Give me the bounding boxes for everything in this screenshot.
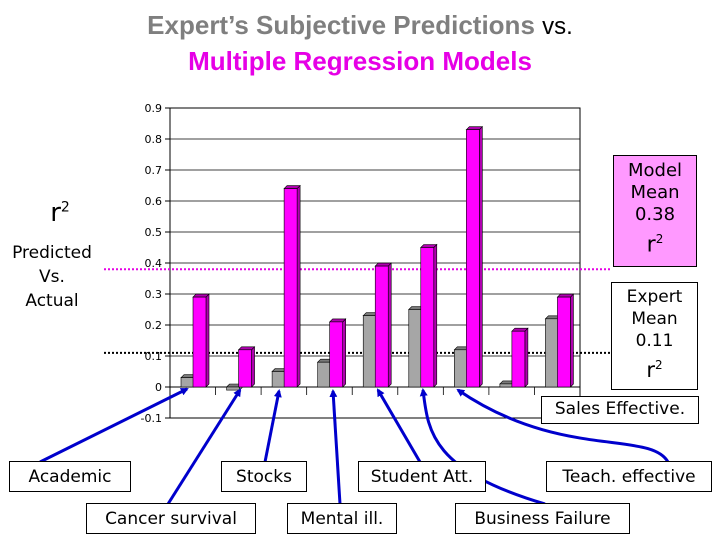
arrow-student-att <box>376 388 422 463</box>
y-tick-label: 0.8 <box>145 133 163 146</box>
bar-face <box>362 315 377 388</box>
model-mean-box: Model Mean 0.38 r2 <box>613 155 697 267</box>
bar-side <box>251 346 255 388</box>
bar-top <box>511 327 529 332</box>
bar-face <box>192 296 207 388</box>
bar-face <box>226 386 240 391</box>
bar-top <box>328 318 347 323</box>
bar-top <box>374 262 392 267</box>
model-bar <box>420 243 438 388</box>
r-squared-label: r2 <box>50 198 70 228</box>
chart-title-line2: Multiple Regression Models <box>188 46 532 76</box>
bar-face <box>511 330 526 388</box>
bar-top <box>465 126 484 130</box>
bar-side <box>387 262 392 388</box>
arrow-business-failure <box>419 388 546 506</box>
model-bar <box>237 346 256 388</box>
bar-face <box>408 309 423 388</box>
label-cancer-survival: Cancer survival <box>86 503 256 534</box>
bar-face <box>283 188 298 388</box>
bar-side <box>479 125 483 388</box>
bar-face <box>499 383 514 388</box>
y-tick-label: 0.1 <box>145 350 163 363</box>
bar-face <box>557 296 571 388</box>
bar-top <box>283 185 301 189</box>
title-main: Expert’s Subjective Predictions <box>147 10 535 40</box>
bar-side <box>296 184 301 388</box>
predicted-vs-actual-label: Predicted Vs. Actual <box>12 243 92 311</box>
y-tick-label: 0.2 <box>145 319 163 332</box>
label-business-failure: Business Failure <box>455 503 630 534</box>
y-axis-ticks: 0.9 0.8 0.7 0.6 0.5 0.4 0.3 0.2 0.1 0 -0.1 <box>141 102 162 425</box>
label-stocks: Stocks <box>221 461 307 492</box>
bar-face <box>454 349 468 388</box>
bar-top <box>192 293 210 298</box>
y-tick-label: 0.9 <box>145 102 163 115</box>
bar-series <box>180 125 575 391</box>
bar-face <box>238 349 252 388</box>
reference-lines <box>104 268 612 354</box>
label-student-att: Student Att. <box>358 461 486 492</box>
bar-face <box>317 361 331 388</box>
chart-title-line1: Expert’s Subjective Predictions vs. <box>0 10 720 41</box>
model-bar <box>465 125 484 388</box>
bar-face <box>271 371 286 388</box>
arrow-stocks <box>263 389 282 463</box>
y-tick-label: 0.7 <box>145 164 163 177</box>
bar-top <box>556 293 575 298</box>
bar-face <box>466 129 480 388</box>
y-tick-label: 0.5 <box>145 226 163 239</box>
y-tick-label: 0.6 <box>145 195 163 208</box>
model-bar <box>192 293 210 388</box>
arrow-cancer-survival <box>166 388 242 505</box>
bar-face <box>180 377 195 388</box>
y-tick-label: -0.1 <box>141 412 162 425</box>
bar-side <box>205 293 210 388</box>
label-teach-effective: Teach. effective <box>546 461 712 492</box>
bar-side <box>433 243 438 388</box>
expert-mean-box: Expert Mean 0.11 r2 <box>611 282 698 390</box>
bar-side <box>342 318 346 388</box>
model-bar <box>374 262 392 388</box>
model-bar <box>328 318 347 388</box>
bar-face <box>545 318 559 388</box>
label-mental-ill: Mental ill. <box>287 503 397 534</box>
title-vs: vs. <box>542 13 573 40</box>
model-bar <box>283 184 301 388</box>
label-sales-effective: Sales Effective. <box>541 396 699 424</box>
bar-face <box>329 321 343 388</box>
y-tick-label: 0.3 <box>145 288 163 301</box>
arrow-mental-ill <box>329 389 342 505</box>
bar-side <box>570 293 574 388</box>
model-bar <box>511 327 529 388</box>
bar-top <box>237 346 256 351</box>
bar-top <box>420 244 438 248</box>
bar-face <box>374 265 389 388</box>
bar-face <box>420 247 435 388</box>
label-academic: Academic <box>9 461 131 492</box>
bar-side <box>524 327 529 388</box>
y-tick-label: 0 <box>155 381 162 394</box>
arrow-academic <box>39 387 189 464</box>
arrow-teach-effective <box>456 388 670 463</box>
model-bar <box>556 293 575 388</box>
pointer-arrows <box>39 387 670 506</box>
y-tick-label: 0.4 <box>145 257 163 270</box>
